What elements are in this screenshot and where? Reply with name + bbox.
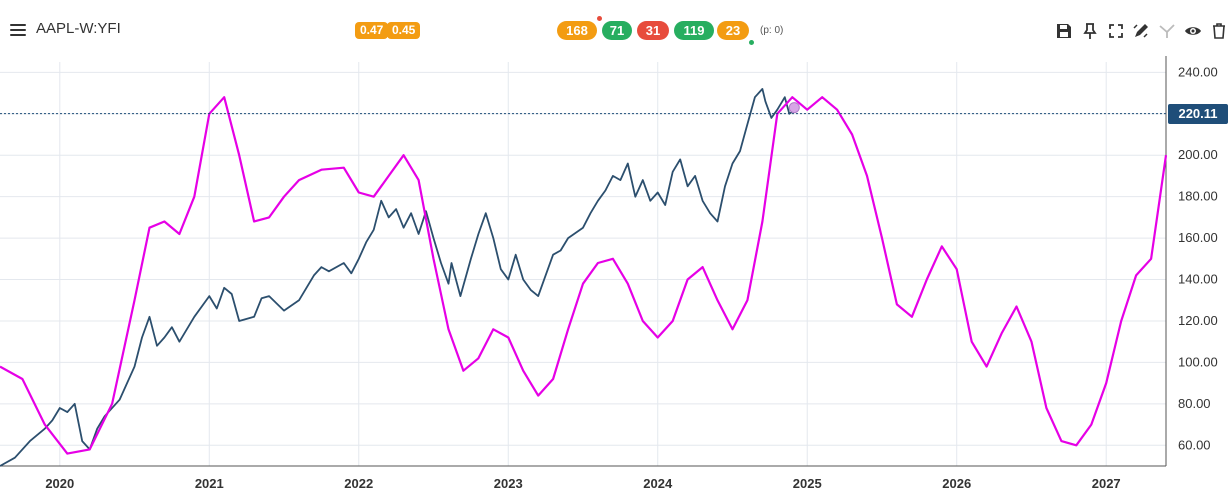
x-tick-label: 2021 — [195, 476, 224, 491]
indicator-icon[interactable] — [1158, 22, 1176, 40]
trash-icon[interactable] — [1210, 22, 1228, 40]
signal-pill-1: 168 — [557, 21, 597, 40]
x-tick-label: 2024 — [643, 476, 673, 491]
y-tick-label: 160.00 — [1178, 230, 1218, 245]
x-tick-label: 2025 — [793, 476, 822, 491]
y-tick-label: 140.00 — [1178, 272, 1218, 287]
current-price-tag: 220.11 — [1168, 103, 1228, 124]
last-point-marker — [788, 102, 800, 114]
y-tick-label: 120.00 — [1178, 313, 1218, 328]
series-line-2 — [0, 96, 1168, 455]
y-tick-label: 80.00 — [1178, 396, 1211, 411]
pin-icon[interactable] — [1081, 22, 1099, 40]
symbol-label[interactable]: AAPL-W:YFI — [36, 20, 121, 37]
y-tick-label: 180.00 — [1178, 189, 1218, 204]
chart-header: AAPL-W:YFI 0.47 0.45 168 71 31 119 23 (p… — [0, 0, 1232, 62]
p-info: (p: 0) — [760, 25, 784, 36]
y-tick-label: 60.00 — [1178, 437, 1211, 452]
y-tick-label: 100.00 — [1178, 354, 1218, 369]
series-line-1 — [0, 88, 793, 467]
signal-pill-3: 31 — [637, 21, 669, 40]
x-tick-label: 2022 — [344, 476, 373, 491]
x-tick-label: 2026 — [942, 476, 971, 491]
y-tick-label: 200.00 — [1178, 147, 1218, 162]
green-status-dot — [749, 40, 754, 45]
chart-grid — [0, 56, 1167, 467]
chart-series — [0, 88, 1168, 467]
draw-icon[interactable] — [1132, 22, 1150, 40]
signal-pill-2: 71 — [602, 21, 632, 40]
signal-pill-5: 23 — [717, 21, 749, 40]
x-tick-label: 2027 — [1092, 476, 1121, 491]
signal-pill-4: 119 — [674, 21, 714, 40]
x-tick-label: 2020 — [45, 476, 74, 491]
y-axis: 240.00220.00200.00180.00160.00140.00120.… — [1178, 64, 1218, 452]
y-tick-label: 240.00 — [1178, 64, 1218, 79]
menu-icon[interactable] — [10, 24, 26, 38]
eye-icon[interactable] — [1184, 22, 1202, 40]
x-tick-label: 2023 — [494, 476, 523, 491]
x-axis: 2020 2021 2022 2023 2024 2025 2026 2027 — [45, 476, 1120, 491]
metric-badge-1: 0.47 — [355, 22, 389, 39]
fullscreen-icon[interactable] — [1107, 22, 1125, 40]
save-icon[interactable] — [1055, 22, 1073, 40]
metric-badge-2: 0.45 — [387, 22, 421, 39]
red-status-dot — [597, 16, 602, 21]
